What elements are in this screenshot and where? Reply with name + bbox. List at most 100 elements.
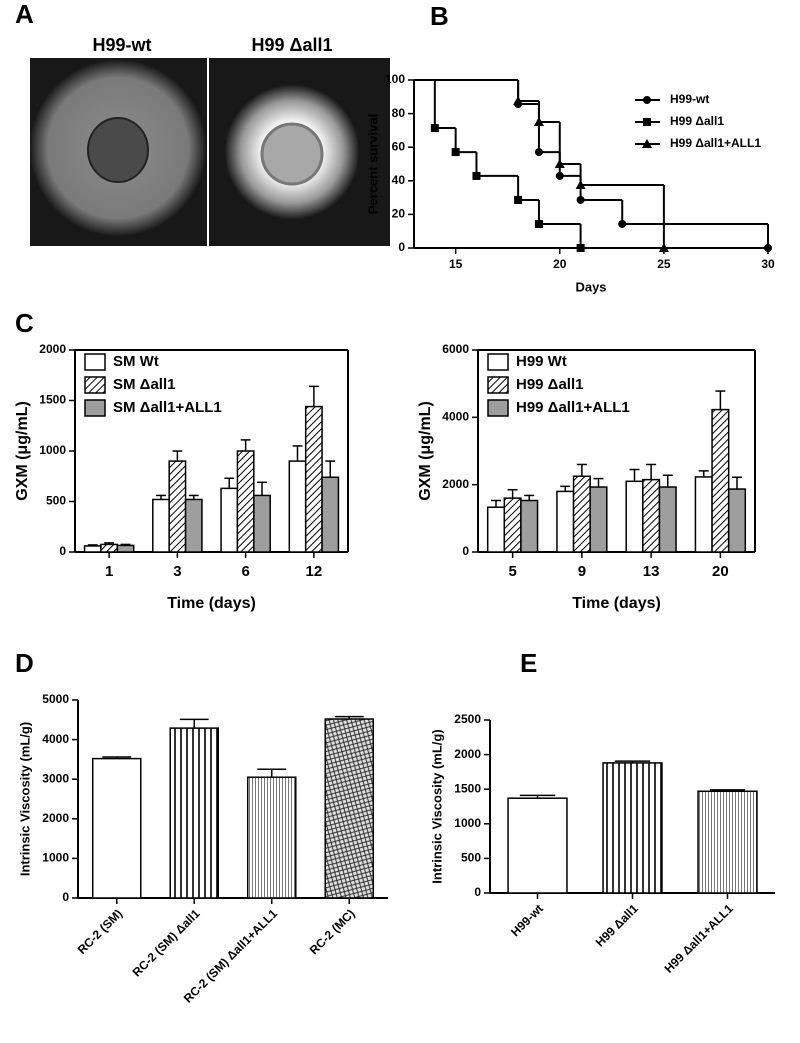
y-tick-label: 500 — [461, 851, 481, 865]
y-tick-label: 1000 — [454, 816, 481, 830]
x-tick-label: RC-2 (SM) — [75, 906, 125, 956]
y-tick-label: 2000 — [442, 477, 469, 491]
marker — [430, 124, 439, 133]
y-axis-label: Percent survival — [365, 114, 380, 214]
y-tick-label: 0 — [462, 544, 469, 558]
x-tick-label: RC-2 (SM) Δall1 — [130, 906, 203, 979]
legend-label: SM Wt — [113, 353, 159, 370]
x-tick-label: 30 — [761, 257, 775, 271]
legend-marker — [643, 96, 651, 104]
legend-label: H99 Δall1 — [670, 114, 724, 128]
bar — [321, 476, 340, 553]
bar — [304, 405, 323, 553]
bar — [253, 494, 271, 553]
bar — [184, 498, 203, 553]
legend-label: H99 Δall1+ALL1 — [516, 399, 630, 416]
y-axis-label: Intrinsic Viscosity (mL/g) — [17, 722, 32, 876]
panel-letter: C — [15, 308, 34, 338]
marker — [451, 148, 460, 157]
x-tick-label: 20 — [712, 563, 729, 580]
y-tick-label: 6000 — [442, 342, 469, 356]
x-tick-label: 25 — [657, 257, 671, 271]
y-axis-label: GXM (μg/mL) — [14, 401, 31, 501]
legend-label: SM Δall1+ALL1 — [113, 399, 222, 416]
bar — [503, 497, 522, 553]
y-tick-label: 0 — [398, 240, 405, 254]
image-label: H99-wt — [92, 35, 151, 55]
bar — [152, 498, 170, 553]
y-tick-label: 1000 — [39, 443, 66, 457]
legend-swatch — [487, 376, 509, 394]
y-tick-label: 4000 — [42, 732, 69, 746]
x-tick-label: 5 — [508, 563, 516, 580]
bar — [288, 460, 307, 553]
marker — [534, 219, 543, 228]
legend-marker — [643, 118, 651, 126]
y-tick-label: 4000 — [442, 410, 469, 424]
bar — [168, 460, 187, 553]
y-tick-label: 80 — [392, 106, 406, 120]
x-axis-label: Days — [575, 279, 606, 294]
y-tick-label: 60 — [392, 139, 406, 153]
bar — [556, 490, 575, 553]
bar — [116, 544, 135, 553]
x-tick-label: RC-2 (MC) — [307, 906, 358, 957]
bar — [694, 476, 713, 553]
bar — [711, 408, 730, 553]
legend-marker — [642, 139, 652, 148]
legend-swatch — [487, 399, 509, 417]
x-tick-label: 9 — [578, 563, 586, 580]
micrograph — [30, 58, 390, 246]
y-tick-label: 0 — [59, 544, 66, 558]
marker — [576, 244, 585, 252]
marker — [554, 159, 565, 168]
x-tick-label: 3 — [173, 563, 181, 580]
legend-label: H99 Wt — [516, 353, 567, 370]
bar — [520, 499, 539, 553]
x-tick-label: H99 Δall1 — [593, 901, 641, 949]
y-tick-label: 0 — [474, 885, 481, 899]
bar — [486, 506, 506, 553]
y-tick-label: 20 — [392, 207, 406, 221]
bar — [91, 757, 142, 899]
bar — [572, 475, 591, 553]
x-tick-label: 13 — [643, 563, 660, 580]
bar — [642, 478, 661, 553]
bar — [507, 797, 568, 894]
marker — [555, 171, 564, 180]
bar — [602, 762, 663, 894]
legend-label: SM Δall1 — [113, 376, 175, 393]
y-tick-label: 5000 — [42, 692, 69, 706]
bar — [589, 486, 608, 553]
marker — [575, 180, 586, 189]
image-label: H99 Δall1 — [252, 35, 333, 55]
y-tick-label: 1500 — [454, 781, 481, 795]
x-axis-label: Time (days) — [167, 595, 256, 612]
marker — [513, 96, 524, 105]
bar — [324, 718, 375, 899]
panel-letter: B — [430, 1, 449, 31]
y-tick-label: 1000 — [42, 851, 69, 865]
y-tick-label: 2500 — [454, 712, 481, 726]
x-tick-label: 15 — [449, 257, 463, 271]
x-tick-label: 12 — [306, 563, 323, 580]
legend-label: H99 Δall1 — [516, 376, 584, 393]
bar — [220, 487, 239, 553]
bar — [658, 486, 677, 553]
bar — [625, 480, 644, 553]
y-tick-label: 2000 — [454, 747, 481, 761]
y-tick-label: 40 — [392, 173, 406, 187]
marker — [658, 243, 669, 252]
marker — [764, 244, 772, 252]
plot-area — [414, 79, 769, 248]
bar — [100, 543, 119, 553]
legend-label: H99-wt — [670, 92, 709, 106]
marker — [576, 195, 585, 204]
y-tick-label: 500 — [46, 494, 66, 508]
bar — [83, 545, 102, 553]
y-tick-label: 0 — [62, 890, 69, 904]
marker — [618, 219, 627, 228]
legend-swatch — [84, 399, 106, 417]
